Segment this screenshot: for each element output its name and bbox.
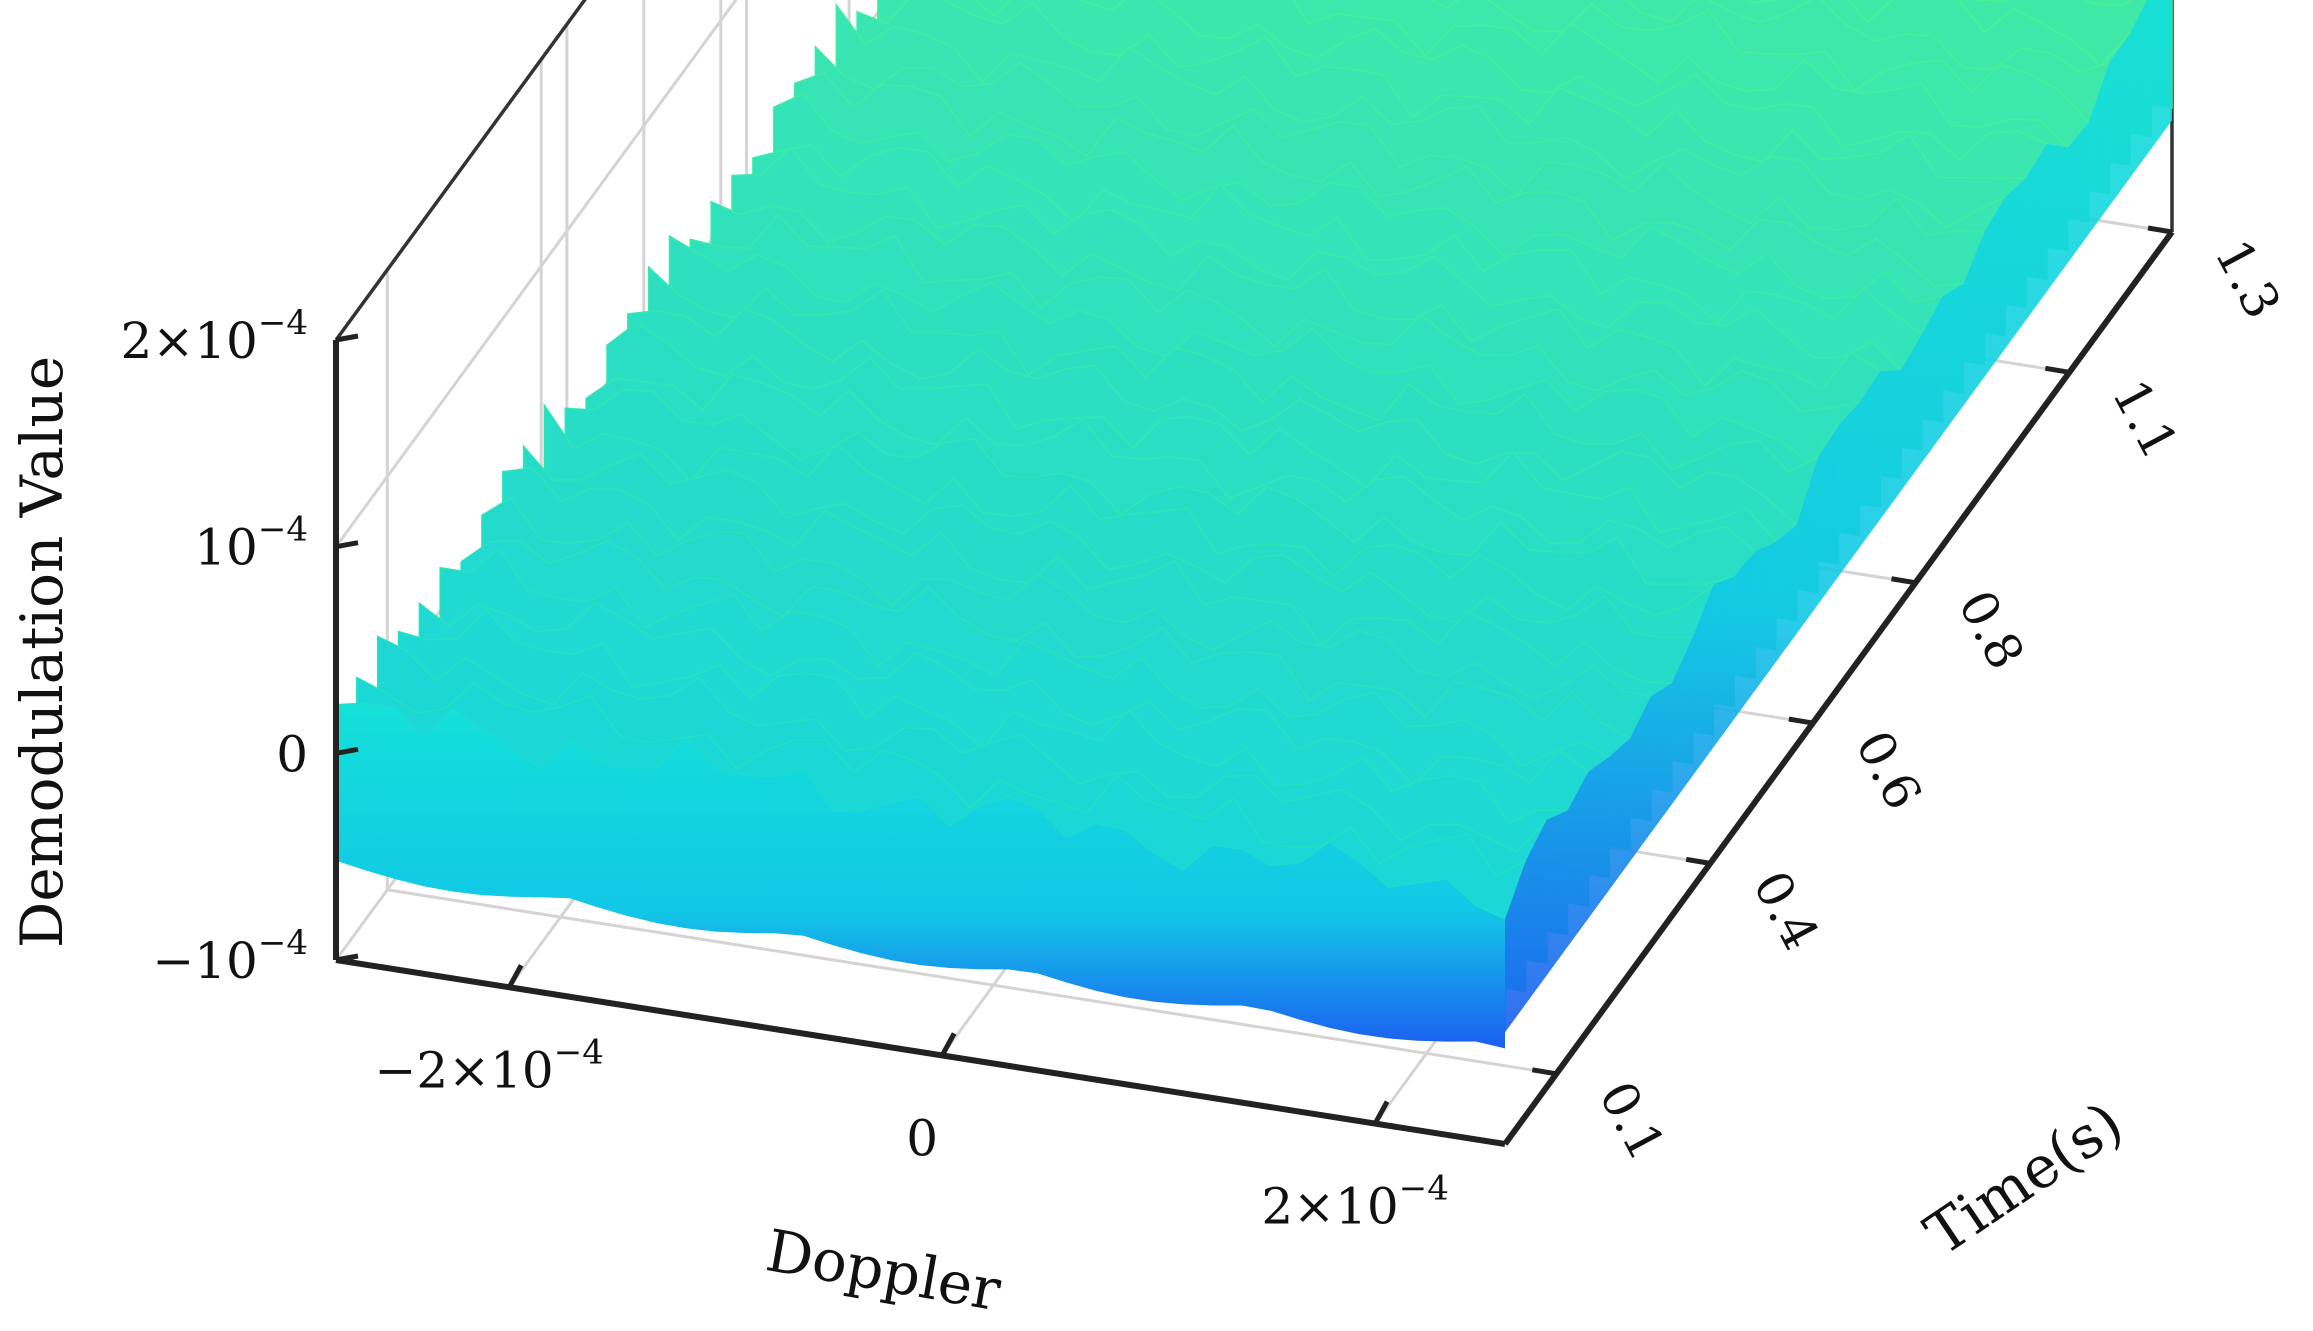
y-tick (1685, 856, 1711, 866)
z-axis-label: Demodulation Value (8, 356, 76, 948)
y-tick (1788, 716, 1814, 726)
surface (335, 0, 2173, 1049)
x-tick (939, 1032, 957, 1057)
x-tick-label: 2×10−4 (1261, 1169, 1448, 1236)
y-tick (2147, 225, 2173, 235)
x-axis-label: Doppler (761, 1216, 1006, 1324)
grid-line-y (385, 269, 1557, 1076)
y-tick (1891, 576, 1916, 586)
y-tick (2044, 365, 2070, 375)
axes (333, 230, 2175, 1147)
z-tick-label: 2×10−4 (121, 303, 308, 370)
x-tick-label: −2×10−4 (375, 1032, 604, 1099)
surface-right-face (1505, 0, 2172, 1033)
z-tick-label: 10−4 (194, 510, 308, 577)
x-axis-line (335, 957, 1506, 1147)
y-tick-label: 0.1 (1588, 1072, 1677, 1169)
y-axis-label: Time(s) (1913, 1088, 2135, 1268)
x-tick-label: 0 (906, 1109, 938, 1167)
z-tick (335, 333, 359, 343)
z-tick-label: −10−4 (152, 923, 308, 990)
y-tick-label: 1.1 (2101, 371, 2190, 468)
z-tick (335, 540, 359, 550)
y-axis-line (1502, 230, 2175, 1146)
y-tick-label: 0.8 (1947, 581, 2036, 678)
y-tick-label: 0.4 (1742, 862, 1831, 959)
grid-line-z (334, 0, 738, 548)
z-tick (335, 953, 359, 963)
y-tick (1531, 1067, 1557, 1077)
y-tick-label: 0.6 (1844, 721, 1933, 818)
surface-front-face (336, 703, 1505, 1049)
z-tick (335, 746, 359, 756)
x-tick (1372, 1100, 1390, 1125)
z-tick-label: 0 (276, 725, 308, 783)
y-tick-label: 1.3 (2203, 230, 2292, 327)
x-tick (506, 964, 524, 989)
